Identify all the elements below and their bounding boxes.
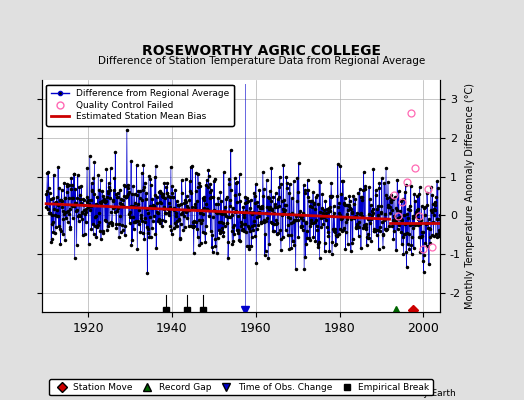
Text: Difference of Station Temperature Data from Regional Average: Difference of Station Temperature Data f… [99, 56, 425, 66]
Text: ROSEWORTHY AGRIC COLLEGE: ROSEWORTHY AGRIC COLLEGE [143, 44, 381, 58]
Legend: Difference from Regional Average, Quality Control Failed, Estimated Station Mean: Difference from Regional Average, Qualit… [47, 84, 234, 126]
Text: Berkeley Earth: Berkeley Earth [389, 389, 456, 398]
Legend: Station Move, Record Gap, Time of Obs. Change, Empirical Break: Station Move, Record Gap, Time of Obs. C… [49, 379, 433, 396]
Y-axis label: Monthly Temperature Anomaly Difference (°C): Monthly Temperature Anomaly Difference (… [465, 83, 475, 309]
